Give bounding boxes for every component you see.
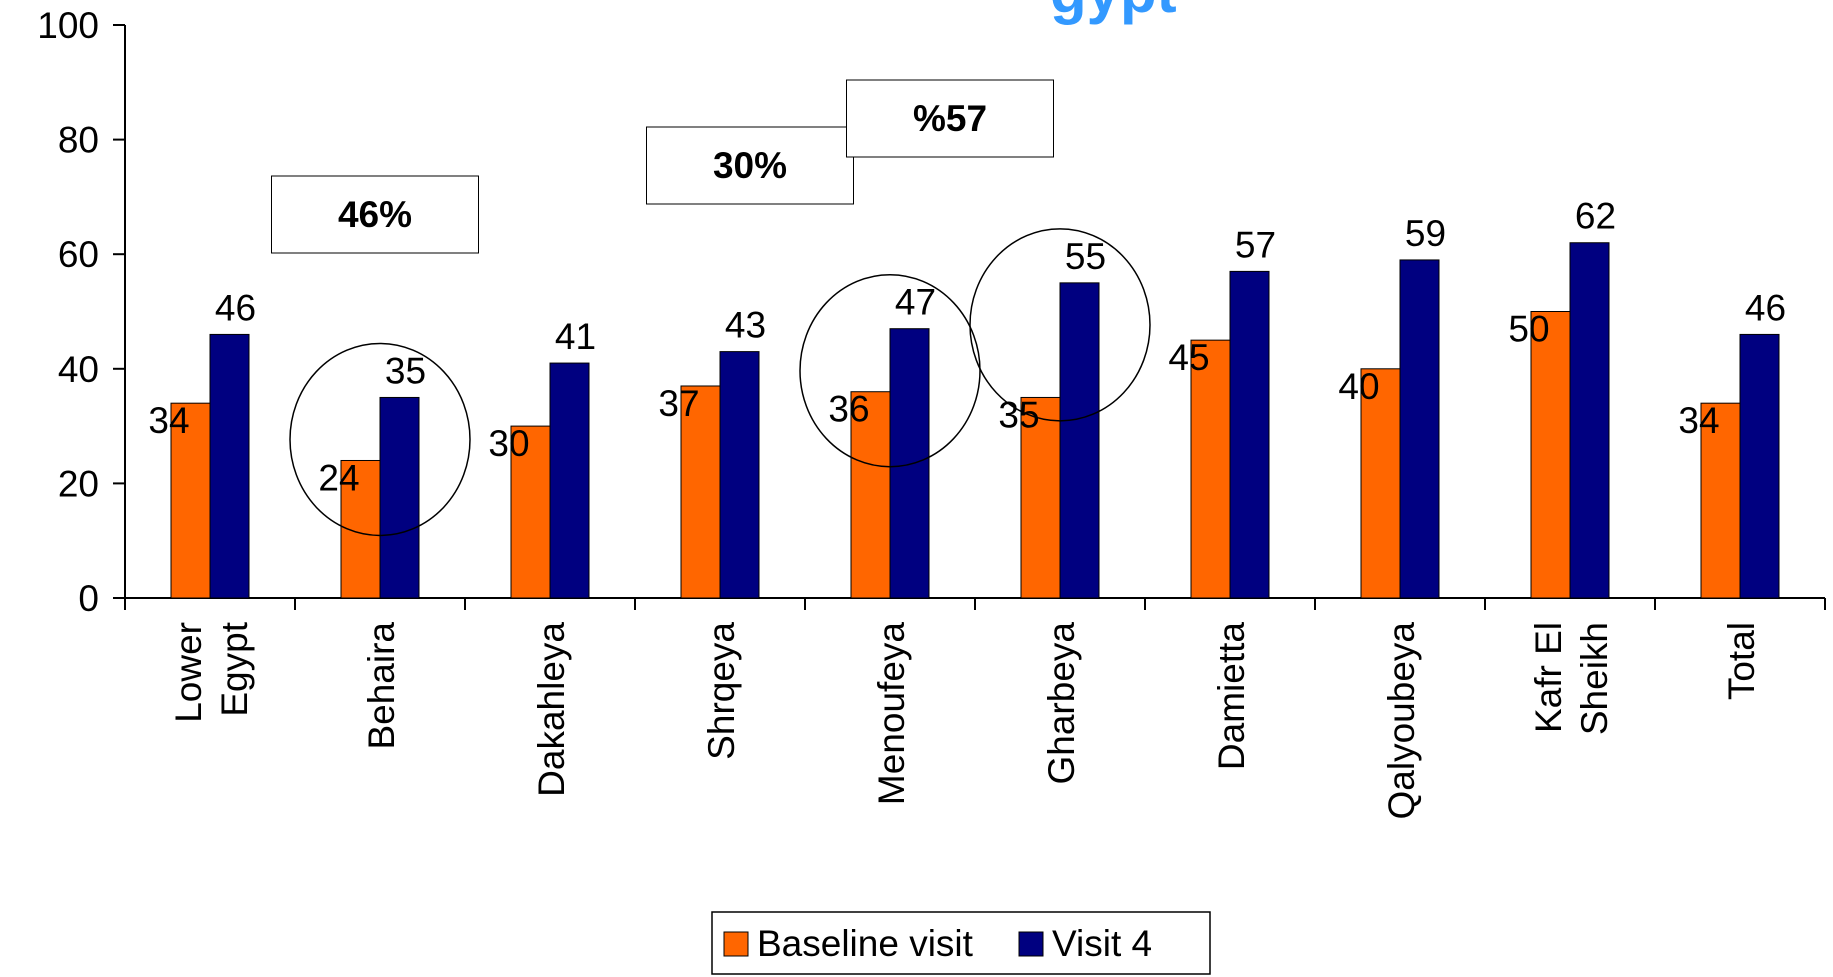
data-label-baseline: 37 [658, 383, 699, 424]
category-labels: Lower Egypt Behaira Dakahleya Shrqeya Menoufe… [168, 621, 1762, 819]
data-label-visit4: 43 [725, 305, 766, 346]
category-label: Gharbeya [1041, 622, 1082, 785]
highlight-circles [289, 228, 1151, 537]
data-label-visit4: 41 [555, 316, 596, 357]
data-label-visit4: 35 [385, 350, 426, 391]
highlight-circle [289, 342, 471, 537]
y-tick-label: 60 [58, 234, 99, 275]
legend-label-baseline: Baseline visit [757, 923, 974, 964]
legend-swatch-baseline [723, 931, 749, 957]
highlight-circle [799, 273, 981, 468]
y-tick-label: 20 [58, 463, 99, 504]
legend-box [711, 911, 1211, 975]
y-axis: 0 20 40 60 80 100 [37, 5, 126, 619]
bar-visit4 [379, 396, 420, 599]
data-label-baseline: 30 [488, 423, 529, 464]
bar-baseline [850, 391, 891, 599]
callout-box [271, 175, 479, 254]
callout-text: 30% [713, 145, 787, 186]
bar-baseline [1530, 311, 1571, 599]
category-label: Total [1721, 622, 1762, 700]
y-tick-label: 80 [58, 120, 99, 161]
bar-baseline [680, 385, 721, 599]
callout-text: 46% [338, 194, 412, 235]
bar-baseline [510, 425, 551, 599]
bar-baseline [1190, 339, 1231, 599]
legend-label-visit4: Visit 4 [1052, 923, 1152, 964]
data-label-visit4: 57 [1235, 224, 1276, 265]
y-tick-label: 0 [78, 578, 99, 619]
data-label-baseline: 24 [318, 457, 359, 498]
legend-swatch-visit4 [1018, 931, 1044, 957]
category-label: Damietta [1211, 622, 1252, 770]
bar-baseline [1020, 396, 1061, 599]
category-label: Lower [168, 622, 209, 723]
category-label: Egypt [214, 621, 255, 716]
category-label: Qalyoubeya [1381, 622, 1422, 820]
x-axis [124, 597, 1826, 610]
bar-visit4 [719, 351, 760, 599]
callouts: 46% 30% %57 [271, 79, 1054, 254]
data-label-visit4: 55 [1065, 236, 1106, 277]
bar-baseline [170, 402, 211, 599]
category-label: Kafr El [1528, 622, 1569, 733]
data-label-baseline: 34 [148, 400, 189, 441]
callout-box [646, 126, 854, 205]
data-label-baseline: 36 [828, 389, 869, 430]
legend: Baseline visit Visit 4 [711, 911, 1211, 975]
data-label-visit4: 47 [895, 282, 936, 323]
data-label-baseline: 40 [1338, 366, 1379, 407]
data-label-visit4: 59 [1405, 213, 1446, 254]
y-tick-label: 100 [37, 5, 99, 46]
bar-visit4 [549, 362, 590, 599]
highlight-circle [969, 228, 1151, 422]
bar-visit4 [1059, 282, 1100, 599]
callout-text: %57 [913, 98, 987, 139]
data-label-baseline: 34 [1678, 400, 1719, 441]
callout-box [846, 79, 1054, 158]
bar-visit4 [1399, 259, 1440, 599]
data-label-visit4: 46 [215, 287, 256, 328]
bar-baseline [1700, 402, 1741, 599]
bar-visit4 [1569, 242, 1610, 599]
y-tick-label: 40 [58, 349, 99, 390]
bars [170, 242, 1780, 599]
bar-baseline [1360, 368, 1401, 599]
data-label-baseline: 50 [1508, 309, 1549, 350]
category-label: Menoufeya [871, 622, 912, 805]
bar-visit4 [1229, 270, 1270, 599]
category-label: Shrqeya [701, 622, 742, 760]
bar-visit4 [209, 333, 250, 599]
chart-title: gypt [1050, 0, 1177, 25]
category-label: Dakahleya [531, 622, 572, 797]
bar-visit4 [889, 328, 930, 599]
bar-visit4 [1739, 333, 1780, 599]
category-label: Behaira [361, 622, 402, 750]
category-label: Sheikh [1574, 622, 1615, 735]
data-label-baseline: 45 [1168, 337, 1209, 378]
data-label-visit4: 62 [1575, 196, 1616, 237]
data-label-visit4: 46 [1745, 287, 1786, 328]
